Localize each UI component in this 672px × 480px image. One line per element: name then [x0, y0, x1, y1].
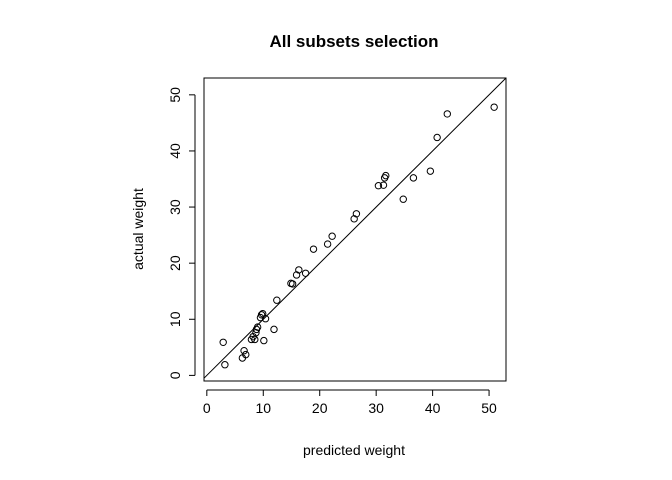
data-point [257, 311, 266, 319]
data-point [409, 174, 418, 182]
chart-title: All subsets selection [269, 32, 438, 51]
y-axis: 0 10 20 30 40 50 [167, 87, 196, 379]
data-point [309, 245, 318, 253]
y-tick-label: 40 [167, 143, 183, 159]
x-tick-label: 10 [255, 400, 271, 416]
x-axis-label: predicted weight [303, 442, 405, 458]
x-tick-label: 40 [425, 400, 441, 416]
data-points [219, 103, 498, 369]
y-axis-label: actual weight [130, 188, 146, 270]
data-point [374, 182, 383, 190]
data-point [328, 232, 336, 240]
data-point [221, 361, 229, 369]
data-point [261, 315, 270, 323]
data-point [301, 269, 310, 277]
y-tick-label: 50 [167, 87, 183, 103]
data-point [260, 336, 268, 345]
data-point [323, 240, 332, 248]
data-point [426, 167, 435, 175]
data-point [251, 335, 259, 344]
data-point [399, 195, 407, 203]
plot-frame [203, 77, 507, 382]
data-point [382, 171, 390, 180]
data-point [352, 210, 361, 218]
y-tick-label: 0 [167, 371, 183, 379]
x-tick-label: 0 [203, 400, 211, 416]
data-point [288, 280, 297, 288]
x-tick-label: 30 [368, 400, 384, 416]
data-point [242, 350, 250, 359]
data-point [219, 338, 227, 346]
y-tick-label: 10 [167, 311, 183, 327]
data-point [270, 325, 278, 334]
reference-line [203, 77, 507, 379]
data-point [490, 103, 498, 111]
data-point [273, 296, 281, 304]
x-axis: 0 10 20 30 40 50 [203, 389, 497, 416]
x-tick-label: 50 [481, 400, 497, 416]
data-point [253, 323, 262, 331]
data-point [295, 266, 303, 274]
y-tick-label: 20 [167, 255, 183, 271]
x-tick-label: 20 [312, 400, 328, 416]
data-point [379, 181, 388, 189]
data-point [433, 133, 441, 142]
data-point [240, 347, 248, 355]
y-tick-label: 30 [167, 199, 183, 215]
data-point [443, 110, 451, 118]
